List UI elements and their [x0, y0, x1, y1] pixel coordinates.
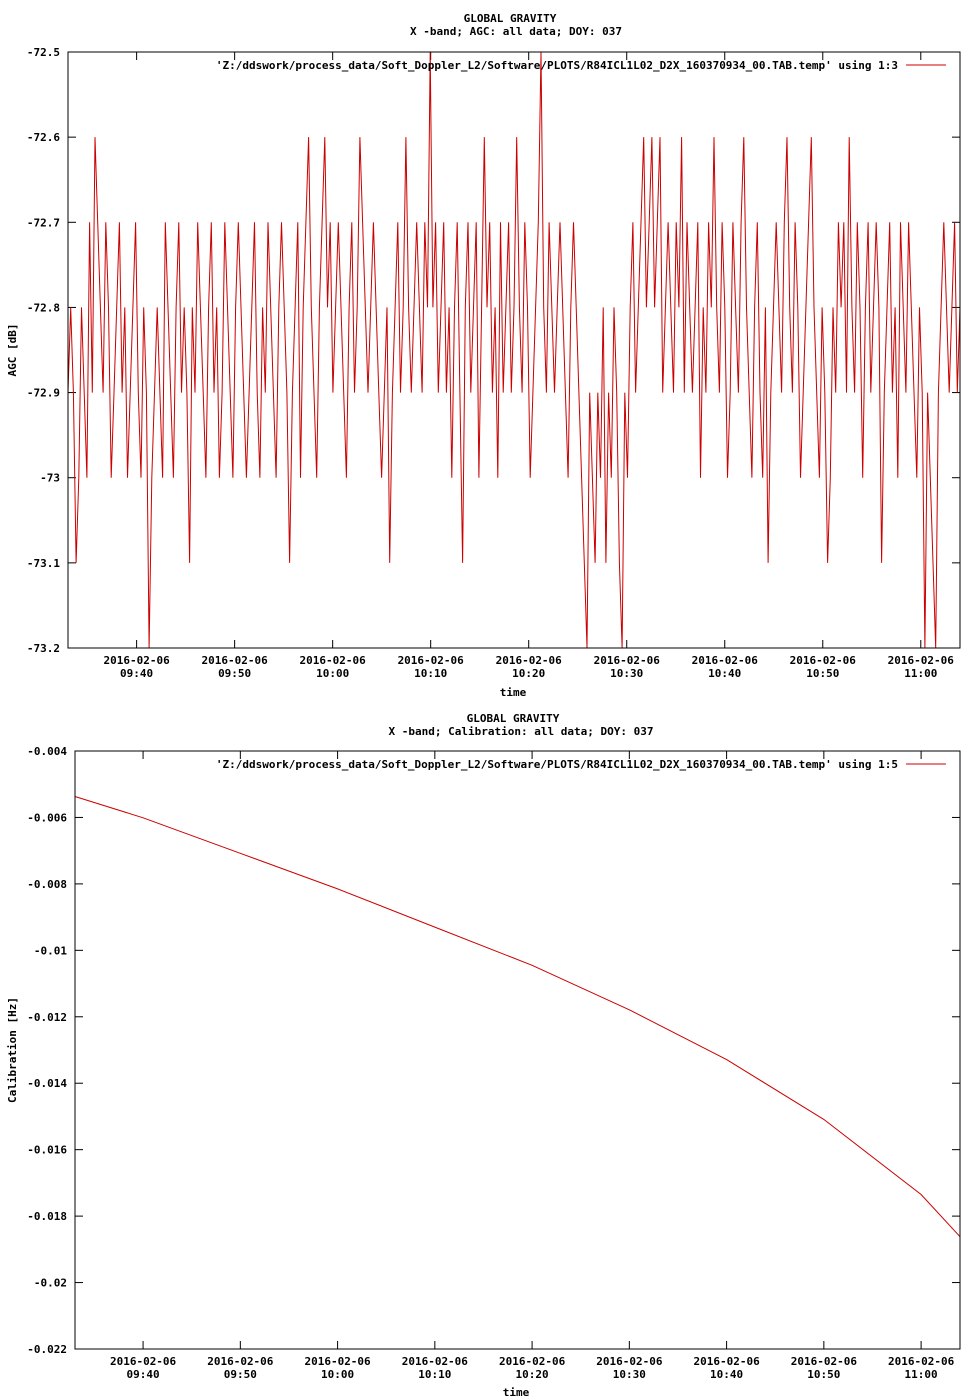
x-tick-time-label: 10:40 — [708, 667, 741, 680]
x-tick-date-label: 2016-02-06 — [888, 654, 955, 667]
x-tick-date-label: 2016-02-06 — [693, 1355, 760, 1368]
y-tick-label: -72.8 — [27, 301, 60, 314]
y-tick-label: -0.008 — [27, 878, 67, 891]
y-tick-label: -0.004 — [27, 745, 67, 758]
y-tick-label: -73.2 — [27, 642, 60, 655]
calibration-y-axis-label: Calibration [Hz] — [6, 997, 19, 1103]
x-tick-date-label: 2016-02-06 — [398, 654, 465, 667]
agc-chart-title: GLOBAL GRAVITY — [464, 12, 557, 25]
calibration-x-ticks: 2016-02-0609:402016-02-0609:502016-02-06… — [110, 751, 955, 1381]
y-tick-label: -73 — [40, 472, 60, 485]
y-tick-label: -0.014 — [27, 1077, 67, 1090]
calibration-legend-label: 'Z:/ddswork/process_data/Soft_Doppler_L2… — [216, 758, 898, 771]
x-tick-date-label: 2016-02-06 — [207, 1355, 274, 1368]
x-tick-date-label: 2016-02-06 — [402, 1355, 469, 1368]
y-tick-label: -72.7 — [27, 216, 60, 229]
x-tick-time-label: 09:40 — [120, 667, 153, 680]
x-tick-date-label: 2016-02-06 — [300, 654, 367, 667]
calibration-plot-frame — [74, 750, 961, 1350]
calibration-x-axis-label: time — [503, 1386, 530, 1399]
y-tick-label: -72.5 — [27, 46, 60, 59]
x-tick-time-label: 09:50 — [224, 1368, 257, 1381]
agc-legend-label: 'Z:/ddswork/process_data/Soft_Doppler_L2… — [216, 59, 898, 72]
x-tick-time-label: 10:10 — [418, 1368, 451, 1381]
y-tick-label: -0.02 — [34, 1277, 67, 1290]
x-tick-date-label: 2016-02-06 — [202, 654, 269, 667]
x-tick-time-label: 10:00 — [321, 1368, 354, 1381]
x-tick-time-label: 10:40 — [710, 1368, 743, 1381]
x-tick-time-label: 09:40 — [127, 1368, 160, 1381]
x-tick-date-label: 2016-02-06 — [790, 654, 857, 667]
agc-plot-frame — [67, 51, 961, 649]
x-tick-date-label: 2016-02-06 — [888, 1355, 955, 1368]
calibration-chart-title: GLOBAL GRAVITY — [467, 712, 560, 725]
y-tick-label: -0.022 — [27, 1343, 67, 1356]
calibration-legend: 'Z:/ddswork/process_data/Soft_Doppler_L2… — [216, 758, 946, 771]
x-tick-time-label: 10:10 — [414, 667, 447, 680]
x-tick-date-label: 2016-02-06 — [791, 1355, 858, 1368]
agc-chart-subtitle: X -band; AGC: all data; DOY: 037 — [410, 25, 622, 38]
x-tick-date-label: 2016-02-06 — [692, 654, 759, 667]
x-tick-time-label: 11:00 — [905, 1368, 938, 1381]
y-tick-label: -73.1 — [27, 557, 60, 570]
x-tick-date-label: 2016-02-06 — [110, 1355, 177, 1368]
agc-chart: GLOBAL GRAVITY X -band; AGC: all data; D… — [6, 12, 961, 699]
calibration-chart: GLOBAL GRAVITY X -band; Calibration: all… — [6, 712, 961, 1399]
x-tick-time-label: 10:20 — [512, 667, 545, 680]
x-tick-time-label: 10:00 — [316, 667, 349, 680]
x-tick-date-label: 2016-02-06 — [304, 1355, 371, 1368]
x-tick-time-label: 10:50 — [807, 1368, 840, 1381]
x-tick-date-label: 2016-02-06 — [496, 654, 563, 667]
x-tick-time-label: 10:20 — [516, 1368, 549, 1381]
y-tick-label: -72.6 — [27, 131, 60, 144]
y-tick-label: -0.018 — [27, 1210, 67, 1223]
y-tick-label: -72.9 — [27, 387, 60, 400]
y-tick-label: -0.012 — [27, 1011, 67, 1024]
agc-x-ticks: 2016-02-0609:402016-02-0609:502016-02-06… — [103, 52, 954, 680]
x-tick-date-label: 2016-02-06 — [499, 1355, 566, 1368]
agc-x-axis-label: time — [500, 686, 527, 699]
agc-legend: 'Z:/ddswork/process_data/Soft_Doppler_L2… — [216, 59, 946, 72]
y-tick-label: -0.01 — [34, 944, 67, 957]
x-tick-time-label: 10:30 — [610, 667, 643, 680]
x-tick-time-label: 10:50 — [806, 667, 839, 680]
agc-y-axis-label: AGC [dB] — [6, 324, 19, 377]
x-tick-time-label: 09:50 — [218, 667, 251, 680]
calibration-y-ticks: -0.004 -0.006 -0.008 -0.01 -0.012 -0.014 -0.01… — [27, 745, 960, 1356]
y-tick-label: -0.006 — [27, 811, 67, 824]
x-tick-time-label: 11:00 — [904, 667, 937, 680]
x-tick-date-label: 2016-02-06 — [594, 654, 661, 667]
x-tick-date-label: 2016-02-06 — [103, 654, 170, 667]
x-tick-date-label: 2016-02-06 — [596, 1355, 663, 1368]
agc-series-line — [67, 51, 961, 649]
calibration-chart-subtitle: X -band; Calibration: all data; DOY: 037 — [389, 725, 654, 738]
y-tick-label: -0.016 — [27, 1144, 67, 1157]
calibration-series-line — [74, 796, 961, 1238]
x-tick-time-label: 10:30 — [613, 1368, 646, 1381]
